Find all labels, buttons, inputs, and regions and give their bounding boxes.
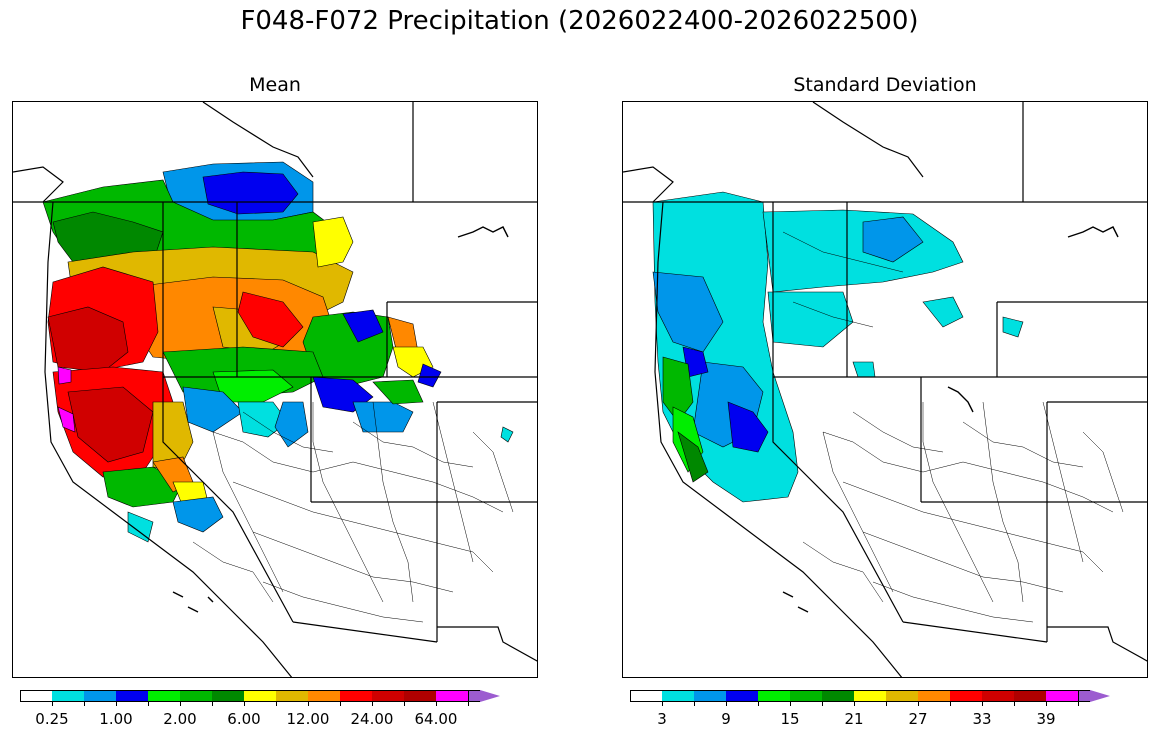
stddev-fill: [652, 191, 1024, 503]
stddev-boundaries: [623, 102, 1147, 677]
colorbar-tick: [340, 702, 341, 706]
colorbar-segment: [52, 690, 84, 702]
colorbar-tick: [148, 702, 149, 706]
colorbar-segment: [950, 690, 982, 702]
colorbar-extend-arrow: [1090, 690, 1110, 702]
colorbar-tick: [918, 702, 919, 706]
colorbar-segment: [212, 690, 244, 702]
colorbar-tick-label: 21: [844, 710, 864, 728]
colorbar-segment: [20, 690, 52, 702]
colorbar-tick-label: 33: [972, 710, 992, 728]
colorbar-segment: [340, 690, 372, 702]
colorbar-segment: [404, 690, 436, 702]
mean-map-panel: [12, 101, 538, 678]
colorbar-segment: [468, 690, 480, 702]
colorbar-tick: [662, 702, 663, 706]
colorbar-segment: [1078, 690, 1090, 702]
colorbar-tick-label: 15: [780, 710, 800, 728]
colorbar-segment: [84, 690, 116, 702]
colorbar-tick: [1014, 702, 1015, 706]
stddev-map: [623, 102, 1147, 677]
colorbar-tick-label: 12.00: [286, 710, 330, 728]
colorbar-tick: [84, 702, 85, 706]
colorbar-tick: [116, 702, 117, 706]
mean-map: [13, 102, 537, 677]
colorbar-tick: [790, 702, 791, 706]
colorbar-segment: [148, 690, 180, 702]
colorbar-segment: [822, 690, 854, 702]
colorbar-tick-label: 3: [657, 710, 667, 728]
colorbar-segment: [116, 690, 148, 702]
colorbar-tick: [52, 702, 53, 706]
colorbar-tick: [308, 702, 309, 706]
colorbar-tick: [854, 702, 855, 706]
colorbar-tick-label: 27: [908, 710, 928, 728]
mean-boundaries: [13, 102, 537, 677]
stddev-water-features: [782, 226, 1119, 613]
colorbar-tick-label: 0.25: [35, 710, 69, 728]
colorbar-tick: [822, 702, 823, 706]
colorbar-tick-label: 24.00: [350, 710, 394, 728]
figure-title: F048-F072 Precipitation (2026022400-2026…: [240, 6, 919, 36]
colorbar-segment: [694, 690, 726, 702]
colorbar-tick-label: 2.00: [163, 710, 197, 728]
colorbar-segment: [662, 690, 694, 702]
colorbar-segment: [244, 690, 276, 702]
colorbar-segment: [630, 690, 662, 702]
colorbar-tick: [886, 702, 887, 706]
colorbar-segment: [982, 690, 1014, 702]
colorbar-tick: [436, 702, 437, 706]
colorbar-tick: [950, 702, 951, 706]
colorbar-segment: [372, 690, 404, 702]
stddev-panel-title: Standard Deviation: [793, 74, 977, 96]
colorbar-tick: [212, 702, 213, 706]
colorbar-segment: [308, 690, 340, 702]
colorbar-tick: [758, 702, 759, 706]
colorbar-tick: [982, 702, 983, 706]
colorbar-tick: [404, 702, 405, 706]
colorbar-tick: [468, 702, 469, 706]
colorbar-segment: [758, 690, 790, 702]
colorbar-tick-label: 1.00: [99, 710, 133, 728]
colorbar-tick-label: 64.00: [414, 710, 458, 728]
colorbar-tick: [372, 702, 373, 706]
stddev-map-panel: [622, 101, 1148, 678]
mean-water-features: [172, 226, 509, 613]
colorbar-tick-label: 39: [1036, 710, 1056, 728]
colorbar-segment: [854, 690, 886, 702]
colorbar-segment: [276, 690, 308, 702]
colorbar-tick: [1046, 702, 1047, 706]
colorbar-segment: [436, 690, 468, 702]
colorbar-segment: [180, 690, 212, 702]
stddev-colorbar: [630, 690, 1140, 702]
colorbar-segment: [886, 690, 918, 702]
mean-precip-fill: [42, 161, 514, 543]
mean-panel-title: Mean: [249, 74, 301, 96]
colorbar-segment: [790, 690, 822, 702]
mean-colorbar: [20, 690, 530, 702]
colorbar-segment: [918, 690, 950, 702]
colorbar-tick: [180, 702, 181, 706]
colorbar-tick: [694, 702, 695, 706]
colorbar-segment: [1014, 690, 1046, 702]
colorbar-tick-label: 9: [721, 710, 731, 728]
colorbar-tick: [1078, 702, 1079, 706]
colorbar-segment: [1046, 690, 1078, 702]
stddev-basin-outlines: [782, 231, 1124, 623]
colorbar-extend-arrow: [480, 690, 500, 702]
colorbar-tick: [726, 702, 727, 706]
colorbar-tick: [276, 702, 277, 706]
colorbar-tick-label: 6.00: [227, 710, 261, 728]
colorbar-segment: [726, 690, 758, 702]
mean-basin-outlines: [192, 401, 514, 623]
colorbar-tick: [244, 702, 245, 706]
